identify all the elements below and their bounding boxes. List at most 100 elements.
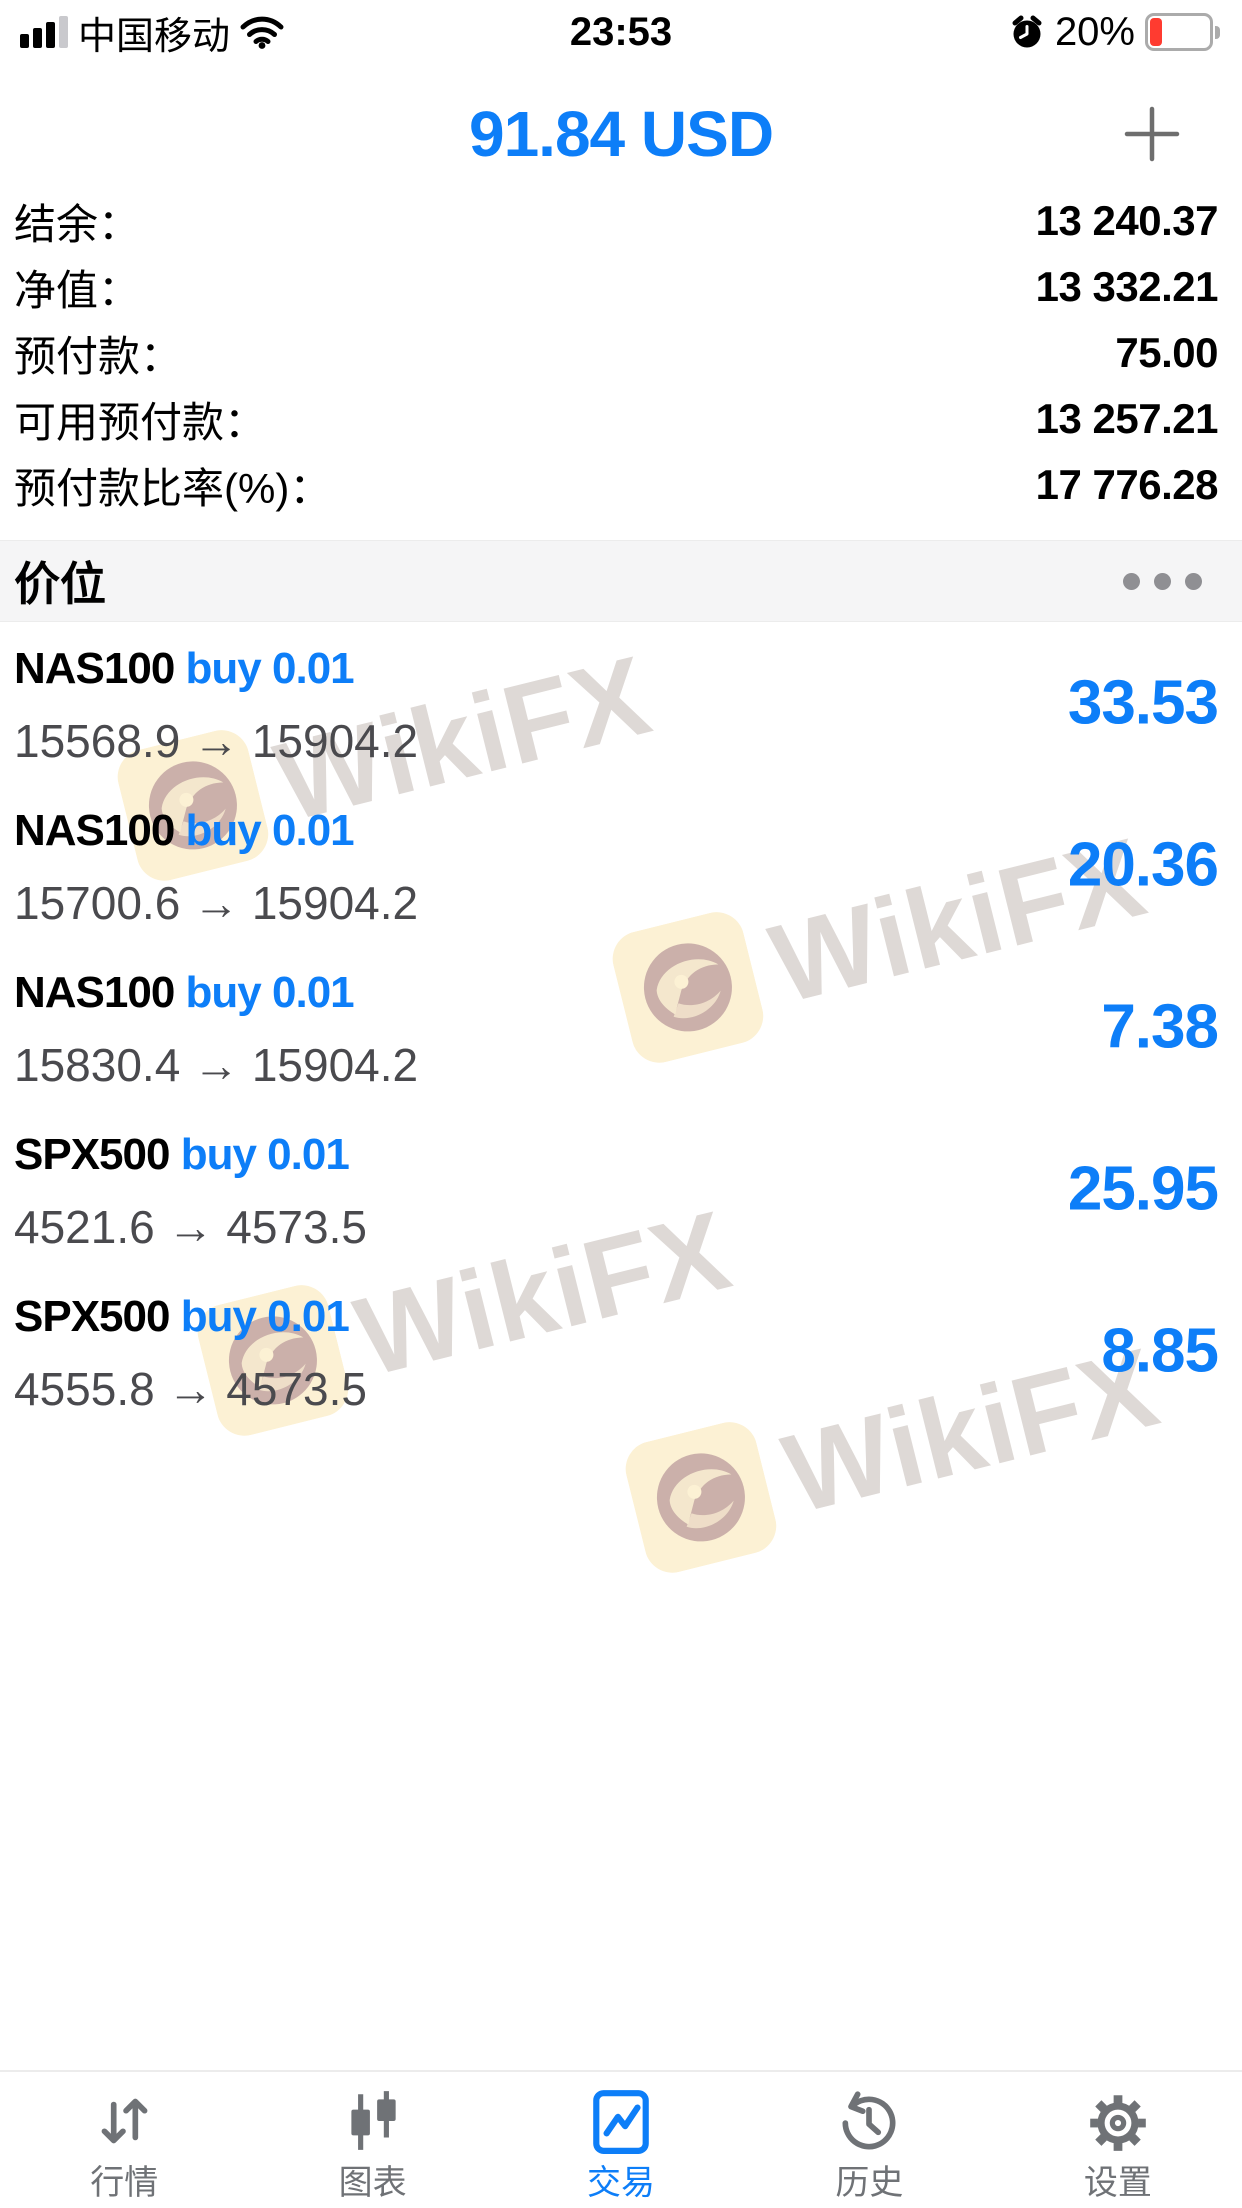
open-price: 4521.6: [14, 1201, 155, 1253]
open-price: 4555.8: [14, 1363, 155, 1415]
current-price: 15904.2: [251, 1039, 419, 1091]
position-prices: 15700.6 → 15904.2: [14, 876, 418, 930]
positions-list: NAS100 buy 0.01 15568.9 → 15904.2 33.53 …: [0, 622, 1242, 1432]
account-summary: 结余： 13 240.37 净值： 13 332.21 预付款： 75.00 可…: [0, 188, 1242, 518]
status-bar: 中国移动 23:53 20%: [0, 0, 1242, 60]
arrow-right-icon: →: [193, 1039, 240, 1091]
position-prices: 4521.6 → 4573.5: [14, 1200, 367, 1254]
position-profit: 25.95: [1067, 1154, 1219, 1224]
position-prices: 4555.8 → 4573.5: [14, 1362, 367, 1416]
position-symbol: NAS100: [14, 644, 175, 693]
arrow-right-icon: →: [167, 1363, 214, 1415]
position-volume: 0.01: [272, 644, 355, 693]
quotes-arrows-icon: [101, 2098, 148, 2144]
account-label: 预付款：: [14, 332, 183, 380]
account-label: 可用预付款：: [14, 398, 267, 446]
account-row-free-margin: 可用预付款： 13 257.21: [0, 386, 1242, 452]
account-row-margin: 预付款： 75.00: [0, 320, 1242, 386]
tab-charts[interactable]: 图表: [248, 2072, 496, 2208]
tab-history[interactable]: 历史: [745, 2072, 993, 2208]
position-volume: 0.01: [267, 1130, 350, 1179]
open-price: 15830.4: [14, 1039, 181, 1091]
position-profit: 8.85: [1101, 1316, 1219, 1386]
position-row[interactable]: SPX500 buy 0.01 4555.8 → 4573.5 8.85: [0, 1270, 1242, 1432]
section-title: 价位: [14, 558, 106, 610]
history-clock-icon: [842, 2091, 896, 2150]
account-label: 预付款比率(%)：: [14, 464, 332, 512]
tab-label: 历史: [835, 2164, 904, 2202]
account-row-equity: 净值： 13 332.21: [0, 254, 1242, 320]
account-row-balance: 结余： 13 240.37: [0, 188, 1242, 254]
account-value: 13 257.21: [1035, 395, 1219, 442]
position-prices: 15568.9 → 15904.2: [14, 714, 418, 768]
account-balance-title: 91.84 USD: [468, 98, 774, 170]
current-price: 4573.5: [226, 1363, 367, 1415]
position-side: buy: [180, 1130, 257, 1179]
position-profit: 20.36: [1067, 830, 1219, 900]
add-order-button[interactable]: [1120, 102, 1184, 166]
current-price: 4573.5: [226, 1201, 367, 1253]
open-price: 15700.6: [14, 877, 181, 929]
open-price: 15568.9: [14, 715, 181, 767]
position-row[interactable]: NAS100 buy 0.01 15830.4 → 15904.2 7.38: [0, 946, 1242, 1108]
tab-label: 图表: [338, 2164, 407, 2202]
position-symbol: NAS100: [14, 806, 175, 855]
position-volume: 0.01: [272, 806, 355, 855]
wifi-icon: [240, 16, 284, 49]
position-profit: 33.53: [1067, 668, 1219, 738]
position-title: SPX500 buy 0.01: [14, 1292, 350, 1342]
position-side: buy: [185, 968, 262, 1017]
positions-section-header: 价位: [0, 540, 1242, 622]
account-label: 结余：: [14, 200, 141, 248]
current-price: 15904.2: [251, 877, 419, 929]
arrow-right-icon: →: [193, 715, 240, 767]
position-volume: 0.01: [272, 968, 355, 1017]
account-value: 13 332.21: [1035, 263, 1219, 310]
account-value: 75.00: [1115, 329, 1218, 376]
position-side: buy: [185, 644, 262, 693]
tab-label: 行情: [90, 2164, 159, 2202]
more-options-button[interactable]: [1123, 563, 1202, 600]
position-title: NAS100 buy 0.01: [14, 644, 355, 694]
battery-percent-label: 20%: [1054, 9, 1135, 54]
position-side: buy: [185, 806, 262, 855]
arrow-right-icon: →: [193, 877, 240, 929]
alarm-clock-icon: [1012, 15, 1042, 48]
position-title: SPX500 buy 0.01: [14, 1130, 350, 1180]
position-title: NAS100 buy 0.01: [14, 806, 355, 856]
clock-time: 23:53: [569, 9, 673, 54]
position-side: buy: [180, 1292, 257, 1341]
wikifx-logo-icon: [625, 1422, 777, 1573]
position-symbol: SPX500: [14, 1130, 170, 1179]
account-value: 13 240.37: [1035, 197, 1219, 244]
account-label: 净值：: [14, 266, 141, 314]
trade-chart-icon: [593, 2090, 649, 2154]
tab-bar: 行情 图表 交易 历史: [0, 2070, 1242, 2208]
account-value: 17 776.28: [1035, 461, 1219, 508]
header: 91.84 USD: [0, 92, 1242, 176]
position-title: NAS100 buy 0.01: [14, 968, 355, 1018]
carrier-label: 中国移动: [78, 15, 231, 58]
position-row[interactable]: NAS100 buy 0.01 15700.6 → 15904.2 20.36: [0, 784, 1242, 946]
position-profit: 7.38: [1101, 992, 1219, 1062]
candlestick-chart-icon: [350, 2091, 396, 2150]
tab-quotes[interactable]: 行情: [0, 2072, 248, 2208]
tab-label: 交易: [587, 2164, 656, 2202]
arrow-right-icon: →: [167, 1201, 214, 1253]
position-prices: 15830.4 → 15904.2: [14, 1038, 418, 1092]
battery-icon: [1145, 13, 1220, 51]
position-symbol: NAS100: [14, 968, 175, 1017]
current-price: 15904.2: [251, 715, 419, 767]
battery-level-fill: [1150, 18, 1162, 46]
tab-label: 设置: [1083, 2164, 1152, 2202]
cellular-signal-icon: [20, 16, 68, 48]
tab-settings[interactable]: 设置: [994, 2072, 1242, 2208]
position-row[interactable]: SPX500 buy 0.01 4521.6 → 4573.5 25.95: [0, 1108, 1242, 1270]
tab-trade[interactable]: 交易: [497, 2072, 745, 2208]
position-symbol: SPX500: [14, 1292, 170, 1341]
account-row-margin-level: 预付款比率(%)： 17 776.28: [0, 452, 1242, 518]
position-row[interactable]: NAS100 buy 0.01 15568.9 → 15904.2 33.53: [0, 622, 1242, 784]
position-volume: 0.01: [267, 1292, 350, 1341]
gear-icon: [1090, 2095, 1146, 2151]
